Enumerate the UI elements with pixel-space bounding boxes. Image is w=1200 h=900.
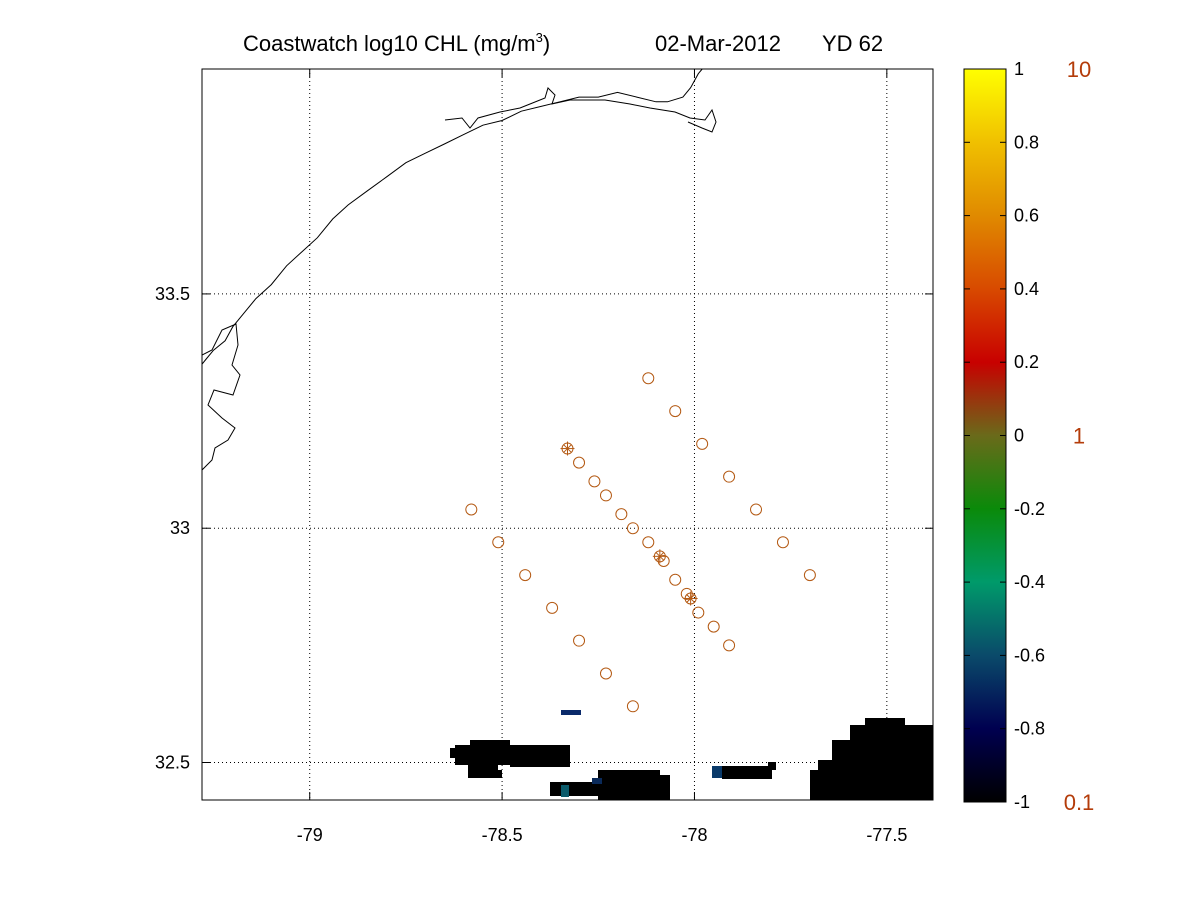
station-circle-21: [723, 639, 736, 652]
plot-background: [202, 69, 933, 800]
coastline-path: [202, 69, 703, 365]
colorbar-tick-label: 0.8: [1014, 132, 1039, 152]
colorbar-tick-label: -0.4: [1014, 572, 1045, 592]
y-tick-label: 32.5: [155, 753, 190, 773]
colorbar-tick-label: -0.6: [1014, 645, 1045, 665]
colorbar-ticks: 1 0.8 0.6 0.4 0.2 0 -0.2 -0.4 -0.6 -0.8 -1 10 1 0.1: [964, 57, 1094, 815]
coastline: [202, 69, 717, 471]
station-plus-0: [560, 441, 575, 456]
station-circle-10: [599, 489, 612, 502]
station-circle-17: [680, 587, 693, 600]
map-plot-area: -79 -78.5 -78 -77.5 32.5 33 33.5: [155, 68, 934, 845]
x-tick-label: -78: [681, 825, 707, 845]
title-prefix: Coastwatch log10 CHL (mg/m: [243, 31, 536, 56]
colorbar-tick-label: 0.6: [1014, 206, 1039, 226]
coastline-barrier: [444, 87, 717, 133]
station-plus-1: [652, 549, 667, 564]
station-circle-6: [626, 700, 639, 713]
station-circle-2: [519, 569, 532, 582]
colorbar-tick-label: 0.4: [1014, 279, 1039, 299]
y-tick-label: 33: [170, 518, 190, 538]
title-suffix: ): [543, 31, 550, 56]
colorbar-linear-label: 10: [1067, 57, 1091, 82]
station-circle-3: [546, 601, 559, 614]
colorbar-body: [963, 68, 1007, 803]
colorbar-tick-label: 0: [1014, 426, 1024, 446]
colorbar-linear-label: 1: [1073, 424, 1085, 449]
chart-title: Coastwatch log10 CHL (mg/m3): [243, 30, 550, 56]
colorbar-tick-label: -1: [1014, 792, 1030, 812]
station-circle-4: [573, 634, 586, 647]
station-circle-11: [615, 508, 628, 521]
plot-frame: [201, 68, 934, 801]
y-tick-label: 33.5: [155, 284, 190, 304]
x-tick-label: -79: [297, 825, 323, 845]
station-circle-22: [642, 372, 655, 385]
colorbar-tick-label: -0.8: [1014, 719, 1045, 739]
title-yearday: YD 62: [822, 31, 883, 56]
x-tick-label: -78.5: [482, 825, 523, 845]
station-circle-9: [588, 475, 601, 488]
station-circle-23: [669, 405, 682, 418]
station-circle-27: [776, 536, 789, 549]
station-circle-5: [599, 667, 612, 680]
station-circle-24: [696, 437, 709, 450]
title-superscript: 3: [536, 30, 543, 45]
title-date: 02-Mar-2012: [655, 31, 781, 56]
station-circle-13: [642, 536, 655, 549]
station-circle-1: [492, 536, 505, 549]
colorbar: 1 0.8 0.6 0.4 0.2 0 -0.2 -0.4 -0.6 -0.8 -1 10 1 0.1: [963, 57, 1094, 815]
station-plus-2: [683, 591, 698, 606]
station-circle-25: [723, 470, 736, 483]
axis-ticks: -79 -78.5 -78 -77.5 32.5 33 33.5: [155, 69, 933, 845]
colorbar-tick-label: -0.2: [1014, 499, 1045, 519]
station-circle-20: [707, 620, 720, 633]
station-circle-8: [573, 456, 586, 469]
station-markers: [465, 372, 816, 713]
station-circle-28: [803, 569, 816, 582]
coastline-inlet: [202, 323, 241, 471]
station-circle-12: [626, 522, 639, 535]
x-tick-label: -77.5: [866, 825, 907, 845]
station-circle-0: [465, 503, 478, 516]
colorbar-tick-label: 0.2: [1014, 352, 1039, 372]
station-circle-15: [657, 555, 670, 568]
station-circle-16: [669, 573, 682, 586]
cloud-mask-patches: [450, 710, 933, 800]
station-circle-26: [750, 503, 763, 516]
colorbar-tick-label: 1: [1014, 59, 1024, 79]
colorbar-linear-label: 0.1: [1064, 790, 1095, 815]
station-circle-19: [692, 606, 705, 619]
